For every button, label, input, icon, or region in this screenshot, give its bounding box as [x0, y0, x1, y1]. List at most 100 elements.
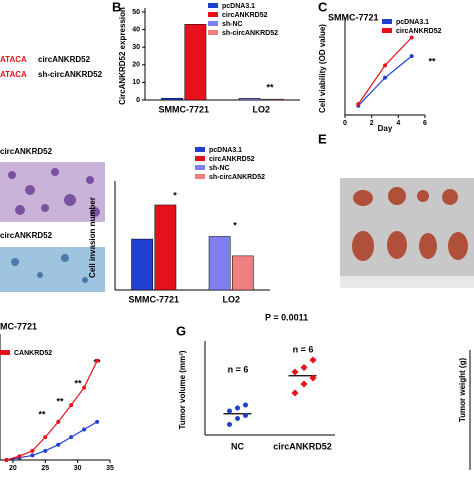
legend-swatch [195, 165, 205, 170]
point [95, 419, 100, 424]
seq-text: ATACA [0, 70, 27, 79]
point [43, 448, 48, 453]
cell-pattern [11, 254, 88, 283]
legend-swatch [195, 156, 205, 161]
axis-title: Tumor weight (g) [458, 358, 467, 423]
x-tick-label: 20 [9, 465, 17, 472]
annotation: * [173, 190, 177, 200]
bar [262, 98, 284, 101]
bar [154, 204, 177, 291]
axis-title: Tumor volume (mm³) [178, 350, 187, 429]
cell-pattern [8, 168, 100, 217]
x-tick-label: SMMC-7721 [128, 294, 179, 304]
point [309, 356, 317, 364]
legend-swatch [382, 19, 392, 24]
seq-text: ATACA [0, 55, 27, 64]
y-tick-label: 0 [136, 97, 140, 104]
chart-title: P = 0.0011 [265, 312, 308, 322]
x-tick-label: 6 [423, 120, 427, 127]
point [356, 102, 361, 107]
legend-label: CANKRD52 [14, 350, 52, 357]
y-tick-label: 40 [132, 26, 140, 33]
bar [232, 255, 254, 291]
point [43, 435, 48, 440]
series-line [6, 421, 98, 461]
cell-image [0, 247, 105, 292]
legend-label: sh-circANKRD52 [222, 30, 278, 37]
axis-title: CircANKRD52 expression [118, 7, 127, 105]
legend-swatch [0, 350, 10, 355]
bar [238, 97, 261, 101]
annotation: ** [74, 378, 82, 388]
legend-label: sh-circANKRD52 [209, 174, 265, 181]
bar [184, 24, 207, 101]
x-tick-label: LO2 [222, 294, 240, 304]
legend-swatch [195, 147, 205, 152]
legend-label: pcDNA3.1 [209, 147, 242, 154]
x-tick-label: circANKRD52 [273, 441, 332, 451]
point [235, 405, 240, 411]
axis-title: Day [378, 124, 393, 133]
point [17, 454, 22, 459]
legend-label: circANKRD52 [222, 12, 268, 19]
chart-title: SMMC-7721 [328, 12, 379, 22]
seq-name: sh-circANKRD52 [38, 70, 103, 79]
point [291, 389, 299, 397]
y-tick-label: 50 [132, 9, 140, 16]
axis-title: Cell viability (OD value) [318, 24, 327, 113]
x-tick-label: 4 [396, 120, 400, 127]
legend-swatch [208, 21, 218, 26]
ruler [340, 276, 474, 288]
panel-label: B [112, 0, 121, 14]
tumors [352, 187, 468, 261]
x-tick-label: LO2 [252, 104, 270, 114]
panel-label: C [318, 0, 328, 14]
bar [131, 238, 153, 291]
annotation: ** [56, 396, 64, 406]
point [69, 403, 74, 408]
point [243, 413, 248, 418]
bar [208, 236, 231, 291]
image-label: circANKRD52 [0, 147, 53, 156]
point [243, 402, 248, 408]
annotation: ** [428, 56, 436, 66]
annotation: ** [38, 409, 46, 419]
legend-swatch [208, 3, 218, 8]
panel-label: G [176, 323, 186, 338]
x-tick-label: 30 [74, 465, 82, 472]
legend-swatch [195, 174, 205, 179]
legend-label: sh-NC [209, 165, 230, 172]
y-tick-label: 20 [132, 62, 140, 69]
x-tick-label: SMMC-7721 [158, 104, 209, 114]
x-tick-label: 2 [370, 120, 374, 127]
point [95, 358, 100, 363]
annotation: * [233, 220, 237, 230]
annotation: n = 6 [228, 364, 249, 374]
axis-title: Cell invasion number [88, 197, 97, 278]
legend-label: pcDNA3.1 [222, 3, 255, 10]
point [30, 453, 35, 458]
point [291, 368, 299, 376]
series-line [357, 37, 413, 105]
point [409, 35, 414, 40]
point [227, 408, 232, 414]
chart-title: MC-7721 [0, 321, 37, 331]
x-tick-label: 0 [343, 120, 347, 127]
point [4, 458, 9, 462]
annotation: n = 6 [293, 344, 314, 354]
seq-name: circANKRD52 [38, 55, 91, 64]
legend-swatch [208, 12, 218, 17]
y-tick-label: 30 [132, 44, 140, 51]
point [309, 374, 317, 382]
legend-label: circANKRD52 [209, 156, 255, 163]
x-tick-label: 25 [41, 465, 49, 472]
point [235, 416, 240, 421]
point [300, 380, 308, 388]
legend-swatch [208, 30, 218, 35]
point [409, 54, 414, 59]
series-line [6, 360, 98, 461]
legend-label: circANKRD52 [396, 28, 442, 35]
panel-label: E [318, 131, 327, 146]
x-tick-label: NC [231, 441, 244, 451]
point [56, 419, 61, 424]
